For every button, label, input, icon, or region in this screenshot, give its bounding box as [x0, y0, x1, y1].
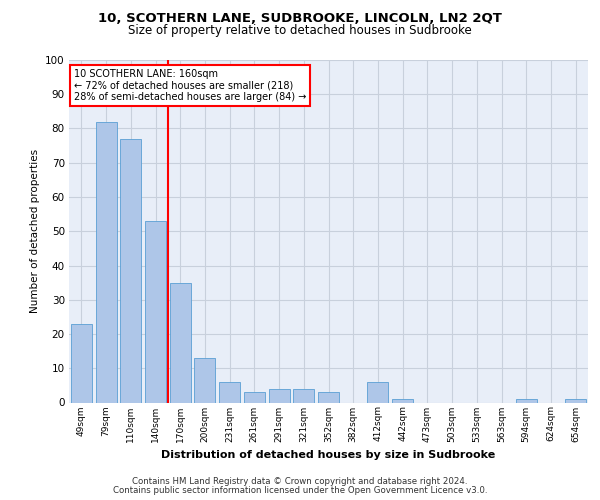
- Bar: [367, 382, 388, 402]
- X-axis label: Distribution of detached houses by size in Sudbrooke: Distribution of detached houses by size …: [161, 450, 496, 460]
- Bar: [293, 389, 314, 402]
- Text: Contains public sector information licensed under the Open Government Licence v3: Contains public sector information licen…: [113, 486, 487, 495]
- Bar: [145, 221, 166, 402]
- Bar: [565, 399, 586, 402]
- Bar: [194, 358, 215, 403]
- Bar: [120, 139, 141, 402]
- Bar: [170, 282, 191, 403]
- Bar: [318, 392, 339, 402]
- Bar: [95, 122, 116, 402]
- Text: 10 SCOTHERN LANE: 160sqm
← 72% of detached houses are smaller (218)
28% of semi-: 10 SCOTHERN LANE: 160sqm ← 72% of detach…: [74, 68, 307, 102]
- Y-axis label: Number of detached properties: Number of detached properties: [29, 149, 40, 314]
- Bar: [219, 382, 240, 402]
- Text: Contains HM Land Registry data © Crown copyright and database right 2024.: Contains HM Land Registry data © Crown c…: [132, 477, 468, 486]
- Bar: [71, 324, 92, 402]
- Bar: [516, 399, 537, 402]
- Bar: [392, 399, 413, 402]
- Text: Size of property relative to detached houses in Sudbrooke: Size of property relative to detached ho…: [128, 24, 472, 37]
- Bar: [269, 389, 290, 402]
- Bar: [244, 392, 265, 402]
- Text: 10, SCOTHERN LANE, SUDBROOKE, LINCOLN, LN2 2QT: 10, SCOTHERN LANE, SUDBROOKE, LINCOLN, L…: [98, 12, 502, 26]
